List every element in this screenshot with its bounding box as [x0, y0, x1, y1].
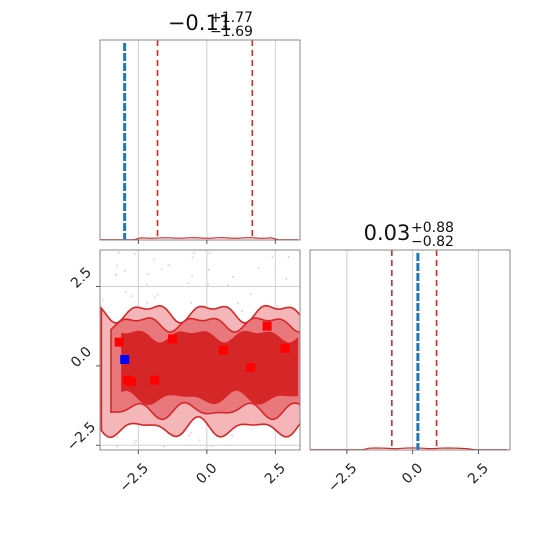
joint-sample-dot	[257, 267, 260, 269]
joint-frame	[99, 249, 301, 451]
joint-sample-dot	[191, 275, 193, 278]
joint-sample-dot	[124, 270, 126, 272]
joint-sample-dot	[133, 442, 136, 445]
joint-sample-dot	[188, 434, 190, 437]
joint-sample-dot	[147, 273, 150, 275]
joint-sample-dot	[154, 296, 156, 299]
joint-sample-dot	[116, 445, 118, 448]
param2-histogram-line	[310, 447, 508, 451]
joint-red-marker	[114, 337, 124, 347]
joint-sample-dot	[208, 268, 210, 271]
joint-red-marker	[262, 321, 272, 331]
param2-x-tick-label: −2.5	[325, 460, 360, 495]
joint-sample-dot	[163, 445, 165, 448]
joint-red-marker	[280, 343, 290, 353]
param2-histogram-panel: −2.5 0.0 2.5	[309, 249, 511, 496]
joint-sample-dot	[135, 440, 137, 442]
param2-title-plus: +0.88	[411, 220, 454, 236]
joint-sample-dot	[153, 258, 155, 261]
joint-sample-dot	[209, 252, 211, 254]
joint-red-marker	[168, 334, 178, 344]
joint-sample-dot	[237, 302, 239, 305]
param1-histogram-line	[100, 237, 299, 241]
param2-title-minus: −0.82	[411, 234, 454, 250]
joint-sample-dot	[146, 283, 148, 286]
joint-scatter-panel: −2.5 −2.5 0.0 0.0 2.5 2.5	[64, 249, 301, 496]
joint-sample-dot	[190, 302, 192, 304]
joint-sample-dot	[271, 256, 274, 258]
joint-sample-dot	[191, 256, 194, 259]
joint-sample-dot	[115, 273, 117, 276]
joint-sample-dot	[115, 264, 118, 267]
param2-title: 0.03	[364, 221, 411, 245]
param1-title-minus: −1.69	[210, 24, 253, 40]
joint-sample-dot	[287, 256, 290, 258]
joint-x-tick-label: −2.5	[117, 460, 152, 495]
joint-sample-dot	[125, 291, 127, 293]
joint-sample-dot	[116, 436, 119, 438]
joint-red-marker	[150, 375, 160, 385]
joint-sample-dot	[187, 282, 190, 284]
joint-sample-dot	[227, 284, 229, 286]
joint-sample-dot	[130, 295, 133, 297]
joint-sample-dot	[285, 277, 287, 280]
joint-red-marker	[246, 363, 256, 372]
param2-title-median: 0.03	[364, 221, 411, 245]
joint-blue-marker	[120, 355, 130, 364]
joint-sample-dot	[231, 434, 234, 437]
joint-sample-dot	[276, 305, 279, 308]
joint-y-tick-label: 2.5	[68, 264, 95, 291]
joint-sample-dot	[198, 439, 201, 442]
param1-title-plus: +1.77	[210, 10, 253, 26]
joint-sample-dot	[241, 310, 243, 313]
joint-y-tick-label: 0.0	[68, 344, 95, 371]
param2-x-tick-label: 2.5	[465, 460, 492, 487]
joint-sample-dot	[232, 276, 234, 278]
joint-sample-dot	[146, 302, 149, 304]
joint-sample-dot	[101, 298, 104, 301]
param1-title-median: −0.11	[168, 11, 232, 35]
param1-title: −0.11	[168, 11, 232, 35]
joint-x-tick-label: 0.0	[193, 460, 220, 487]
joint-red-marker	[218, 345, 228, 355]
param1-histogram-panel	[99, 39, 301, 244]
joint-sample-dot	[190, 432, 192, 434]
param1-frame	[99, 39, 301, 241]
param2-frame	[309, 249, 511, 451]
joint-contour-core	[135, 343, 290, 392]
param2-x-tick-label: 0.0	[399, 460, 426, 487]
joint-sample-dot	[161, 268, 163, 271]
joint-sample-dot	[156, 293, 159, 296]
joint-sample-dot	[117, 251, 120, 254]
joint-sample-dot	[207, 283, 209, 286]
joint-sample-dot	[250, 293, 252, 296]
joint-y-tick-label: −2.5	[64, 419, 99, 454]
joint-contours	[100, 251, 300, 450]
joint-sample-dot	[193, 251, 195, 254]
joint-sample-dot	[167, 263, 170, 266]
joint-sample-dot	[134, 252, 136, 255]
joint-x-tick-label: 2.5	[262, 460, 289, 487]
joint-sample-dot	[210, 445, 213, 447]
joint-red-marker	[127, 377, 136, 387]
